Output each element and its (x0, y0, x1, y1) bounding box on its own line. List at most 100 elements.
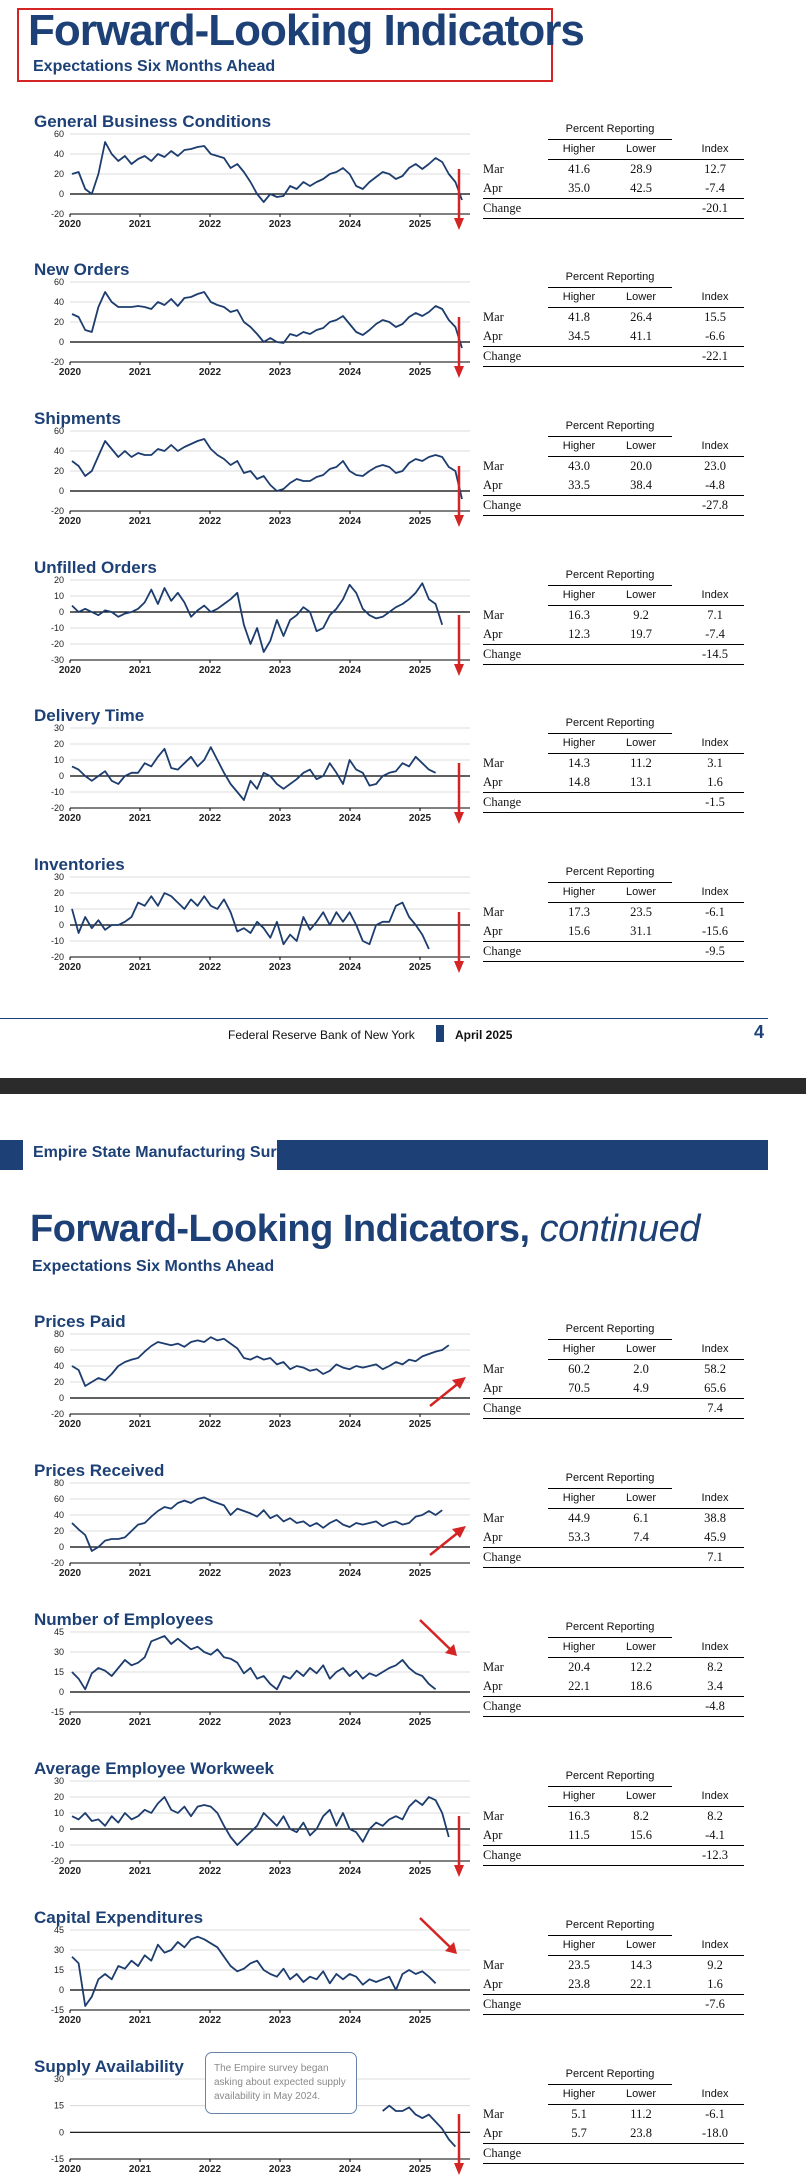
higher-value: 44.9 (568, 1511, 590, 1525)
higher-header: Higher (548, 1935, 610, 1956)
row-label-apr: Apr (483, 1828, 503, 1842)
blank-cell (548, 644, 610, 665)
index-change-value: 7.4 (672, 1398, 744, 1419)
row-label-change: Change (483, 1845, 548, 1866)
higher-header: Higher (548, 1786, 610, 1807)
index-change-value: -9.5 (672, 941, 744, 962)
index-value: -6.1 (705, 2107, 725, 2121)
x-tick-label: 2020 (59, 813, 82, 824)
lower-header: Lower (610, 2084, 672, 2105)
x-tick-label: 2021 (129, 1717, 152, 1728)
x-tick-label: 2024 (339, 367, 362, 378)
x-tick-label: 2023 (269, 2015, 292, 2026)
index-value: 7.1 (707, 608, 723, 622)
y-tick-label: 20 (54, 317, 64, 327)
index-header: Index (672, 287, 744, 308)
lower-value: 23.8 (630, 2126, 652, 2140)
blank-cell (548, 2143, 610, 2164)
blank-cell (548, 346, 610, 367)
lower-value: 23.5 (630, 905, 652, 919)
x-tick-label: 2022 (199, 2164, 222, 2175)
y-tick-label: 20 (54, 888, 64, 898)
row-label-mar: Mar (483, 1510, 504, 1525)
index-header: Index (672, 882, 744, 903)
lower-header: Lower (610, 882, 672, 903)
lower-value: 13.1 (630, 775, 652, 789)
percent-reporting-header: Percent Reporting (548, 2065, 672, 2085)
lower-value: 4.9 (633, 1381, 649, 1395)
x-tick-label: 2024 (339, 516, 362, 527)
series-line (71, 1935, 437, 2007)
lower-header: Lower (610, 1935, 672, 1956)
y-tick-label: 40 (54, 297, 64, 307)
chart-title: Supply Availability (34, 2057, 184, 2076)
blank-cell (483, 437, 548, 457)
y-tick-label: -10 (51, 1840, 64, 1850)
blank-cell (610, 198, 672, 219)
blank-cell (483, 1489, 548, 1509)
x-tick-label: 2022 (199, 367, 222, 378)
y-tick-label: 60 (54, 1345, 64, 1355)
higher-header: Higher (548, 2084, 610, 2105)
row-label-mar: Mar (483, 309, 504, 324)
lower-value: 12.2 (630, 1660, 652, 1674)
index-change-value (672, 2143, 744, 2164)
lower-header: Lower (610, 733, 672, 754)
lower-value: 9.2 (633, 608, 649, 622)
banner-left-block (0, 1140, 23, 1170)
survey-banner: Empire State Manufacturing Survey (33, 1144, 304, 1161)
blank-cell (483, 288, 548, 308)
line-chart: -20 0 20 40 60 2020 2021 2022 2023 2024 2025 (51, 277, 470, 378)
lower-header: Lower (610, 1637, 672, 1658)
blank-cell (548, 1398, 610, 1419)
row-label-apr: Apr (483, 478, 503, 492)
line-chart: -20 0 20 40 60 80 2020 2021 2022 2023 2024 2025 (51, 1329, 470, 1430)
y-tick-label: 30 (54, 2074, 64, 2084)
y-tick-label: 0 (59, 1542, 64, 1552)
percent-reporting-table: Percent Reporting Higher Lower Index Mar 43.0… (483, 417, 744, 516)
x-tick-label: 2021 (129, 2164, 152, 2175)
lower-value: 19.7 (630, 627, 652, 641)
index-change-value: -1.5 (672, 792, 744, 813)
line-chart: -20 -10 0 10 20 30 2020 2021 2022 2023 2024 2025 (51, 723, 470, 824)
blank-cell (483, 1469, 548, 1489)
row-label-mar: Mar (483, 1808, 504, 1823)
lower-value: 2.0 (633, 1362, 649, 1376)
row-label-mar: Mar (483, 1361, 504, 1376)
x-tick-label: 2020 (59, 1866, 82, 1877)
x-tick-label: 2021 (129, 2015, 152, 2026)
series-line (71, 1336, 450, 1387)
x-tick-label: 2021 (129, 1866, 152, 1877)
row-label-change: Change (483, 941, 548, 962)
x-tick-label: 2025 (409, 962, 432, 973)
row-label-change: Change (483, 198, 548, 219)
percent-reporting-table: Percent Reporting Higher Lower Index Mar 5.1 1… (483, 2065, 744, 2164)
row-label-apr: Apr (483, 1977, 503, 1991)
x-tick-label: 2024 (339, 1866, 362, 1877)
index-value: 3.1 (707, 756, 723, 770)
index-header: Index (672, 436, 744, 457)
x-tick-label: 2024 (339, 1717, 362, 1728)
lower-value: 7.4 (633, 1530, 649, 1544)
blank-cell (548, 1845, 610, 1866)
chart-title: Inventories (34, 855, 125, 874)
trend-down-arrow (454, 466, 464, 527)
index-header: Index (672, 1488, 744, 1509)
x-tick-label: 2022 (199, 665, 222, 676)
x-tick-label: 2024 (339, 2015, 362, 2026)
x-tick-label: 2020 (59, 2164, 82, 2175)
index-header: Index (672, 2084, 744, 2105)
x-tick-label: 2024 (339, 2164, 362, 2175)
blank-cell (483, 1916, 548, 1936)
blank-cell (483, 140, 548, 160)
index-change-value: -20.1 (672, 198, 744, 219)
x-tick-label: 2020 (59, 1419, 82, 1430)
blank-cell (610, 1696, 672, 1717)
series-line (71, 141, 463, 203)
row-label-change: Change (483, 644, 548, 665)
row-label-mar: Mar (483, 2106, 504, 2121)
x-tick-label: 2024 (339, 813, 362, 824)
percent-reporting-table: Percent Reporting Higher Lower Index Mar 16.3… (483, 1767, 744, 1866)
blank-cell (483, 2065, 548, 2085)
x-tick-label: 2022 (199, 1866, 222, 1877)
